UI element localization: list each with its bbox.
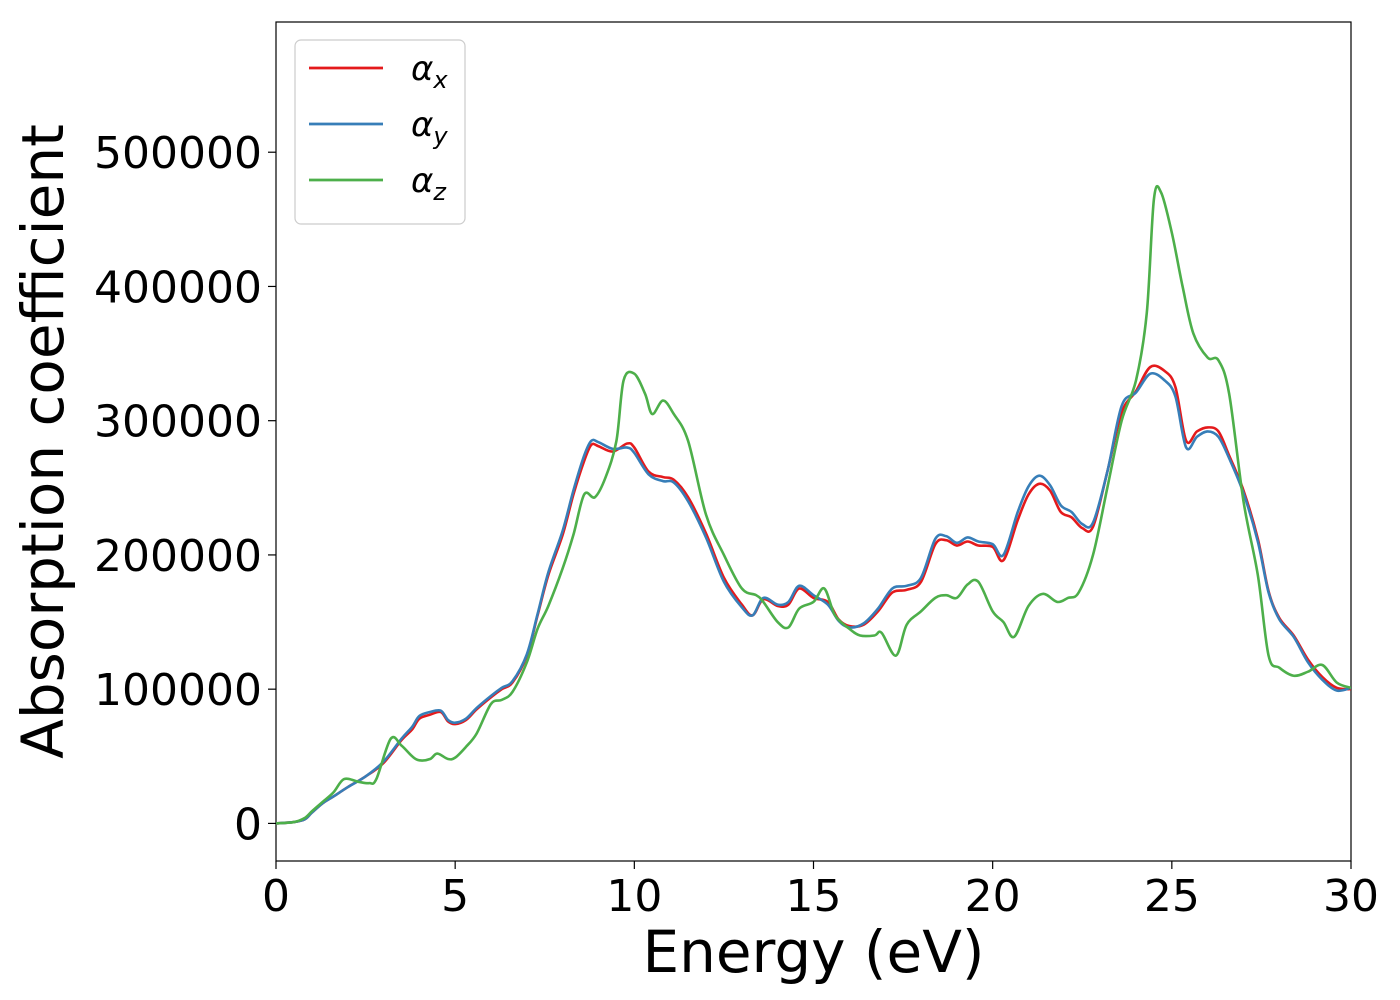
x-tick-label: 0 — [262, 871, 290, 922]
x-tick-label: 30 — [1323, 871, 1379, 922]
y-axis-label: Absorption coefficient — [9, 124, 77, 759]
y-tick-label: 400000 — [94, 262, 262, 313]
x-axis-label: Energy (eV) — [642, 918, 984, 986]
legend: αx αy αz — [294, 39, 466, 225]
y-tick-label: 500000 — [94, 128, 262, 179]
y-tick-label: 300000 — [94, 397, 262, 448]
series-line-x — [276, 364, 1351, 825]
legend-label-x: αx — [411, 49, 448, 94]
legend-label-z: αz — [411, 161, 447, 206]
axes-layer: 0 5 10 15 20 25 30 0 100000 200000 300000 400000 500… — [94, 128, 1379, 922]
series-line-z — [276, 184, 1351, 825]
legend-label-y: αy — [411, 105, 448, 150]
series-line-y — [276, 371, 1351, 825]
x-tick-label: 20 — [965, 871, 1021, 922]
x-tick-label: 25 — [1144, 871, 1200, 922]
x-tick-label: 5 — [441, 871, 469, 922]
y-tick-label: 100000 — [94, 665, 262, 716]
x-tick-label: 10 — [606, 871, 662, 922]
x-tick-label: 15 — [786, 871, 842, 922]
series-layer — [276, 184, 1351, 825]
legend-box — [294, 39, 466, 225]
y-tick-label: 0 — [234, 799, 262, 850]
y-tick-label: 200000 — [94, 531, 262, 582]
